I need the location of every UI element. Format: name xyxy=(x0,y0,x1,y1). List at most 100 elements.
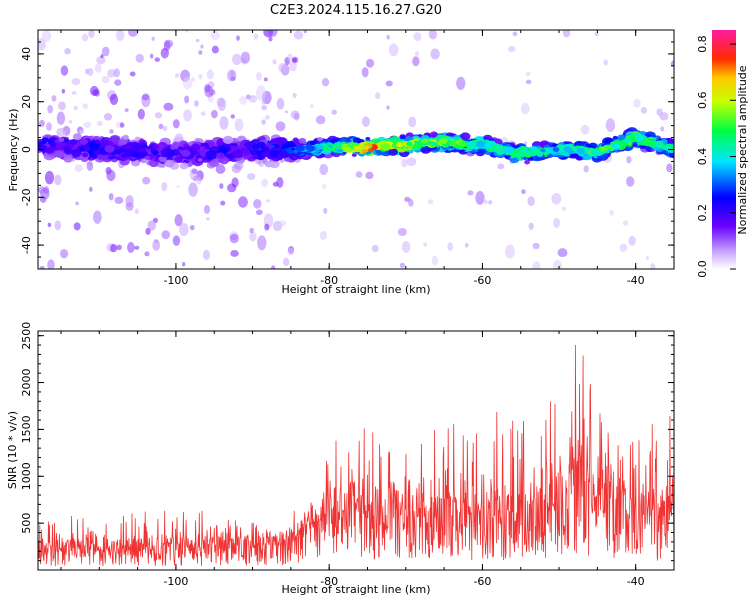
spectrogram-cell xyxy=(628,235,636,246)
spectrogram-cell xyxy=(229,233,239,244)
spectrogram-cell xyxy=(220,200,226,206)
spectrogram-cell xyxy=(227,153,234,159)
y-tick-label: 0 xyxy=(20,146,33,153)
spectrogram-cell xyxy=(386,34,390,40)
spectrogram-cell xyxy=(255,85,266,101)
spectrogram-core-cell xyxy=(628,135,636,142)
spectrogram-cell xyxy=(86,164,91,169)
spectrogram-cell xyxy=(200,44,204,49)
spectrogram-cell xyxy=(594,31,599,37)
spectrogram-cell xyxy=(605,118,616,133)
spectrogram-cell xyxy=(94,63,102,73)
spectrogram-cell xyxy=(430,48,440,60)
spectrogram-cell xyxy=(172,235,181,246)
spectrogram-cell xyxy=(63,155,73,163)
spectrogram-cell xyxy=(141,93,151,108)
spectrogram-cell xyxy=(528,222,534,230)
spectrogram-cell xyxy=(60,248,69,259)
spectrogram-cell xyxy=(232,53,242,65)
spectrogram-cell xyxy=(292,92,297,98)
spectrogram-cell xyxy=(101,75,110,84)
spectrogram-core-cell xyxy=(655,142,663,148)
spectrogram-cell xyxy=(261,146,270,153)
spectrogram-cell xyxy=(206,217,210,221)
spectrogram-cell xyxy=(163,102,174,111)
spectrogram-cell xyxy=(249,231,257,242)
spectrogram-cell xyxy=(182,262,186,267)
spectrogram-cell xyxy=(116,244,122,251)
snr-series-line xyxy=(38,344,674,567)
spectrogram-cell xyxy=(609,209,614,216)
spectrogram-core-cell xyxy=(466,141,474,147)
spectrogram-core-cell xyxy=(635,135,643,140)
spectrogram-cell xyxy=(75,201,79,206)
spectrogram-cell xyxy=(39,265,45,269)
spectrogram-core-cell xyxy=(316,144,324,150)
spectrogram-cell xyxy=(551,192,562,205)
spectrogram-cell xyxy=(278,62,288,73)
spectrogram-cell xyxy=(626,156,632,164)
y-tick-label: -20 xyxy=(20,188,33,206)
spectrogram-cell xyxy=(289,61,298,72)
spectrogram-cell xyxy=(508,45,516,53)
spectrogram-cell xyxy=(122,134,129,140)
spectrogram-cell xyxy=(497,163,505,170)
spectrogram-cell xyxy=(467,190,474,196)
spectrogram-cell xyxy=(65,149,72,154)
spectrogram-cell xyxy=(73,222,81,231)
spectrogram-cell xyxy=(118,138,127,146)
spectrogram-core-cell xyxy=(430,141,437,147)
spectrogram-cell xyxy=(352,137,362,144)
spectrogram-core-cell xyxy=(661,145,668,150)
colorbar-tick-label: 0.2 xyxy=(696,204,709,222)
snr-y-axis-title: SNR (10 * v/v) xyxy=(6,411,19,489)
spectrogram-cell xyxy=(263,77,268,82)
spectrogram-cell xyxy=(128,30,139,37)
spectrogram-core-cell xyxy=(395,142,404,148)
spectrogram-cell xyxy=(107,141,114,146)
y-tick-label: 500 xyxy=(20,513,33,534)
spectrogram-cell xyxy=(184,95,190,104)
spectrogram-cell xyxy=(195,38,200,43)
spectrogram-cell xyxy=(89,143,100,151)
spectrogram-cell xyxy=(89,85,99,96)
spectrogram-cell xyxy=(361,67,369,78)
spectrogram-cell xyxy=(219,183,224,189)
spectrogram-cell xyxy=(464,242,469,248)
spectrogram-cell xyxy=(44,170,55,185)
spectrogram-cell xyxy=(58,101,66,111)
spectrogram-cell xyxy=(124,148,136,157)
spectrogram-cell xyxy=(293,112,300,121)
spectrogram-cell xyxy=(267,30,278,37)
colorbar-tick-label: 0.4 xyxy=(696,148,709,166)
spectrogram-cell xyxy=(82,103,89,110)
spectrogram-cell xyxy=(412,56,420,67)
spectrogram-cell xyxy=(230,249,239,257)
spectrogram-core-cell xyxy=(363,145,370,150)
spectrogram-cell xyxy=(211,146,219,152)
spectrogram-cell xyxy=(115,30,125,41)
spectrogram-cell xyxy=(71,90,77,95)
spectrogram-cell xyxy=(161,230,171,240)
spectrogram-cell xyxy=(650,263,656,269)
spectrogram-cell xyxy=(79,147,85,152)
spectrogram-cell xyxy=(431,255,439,266)
spectrogram-y-ticks: -40 -20 0 20 40 xyxy=(20,29,674,270)
spectrogram-cell xyxy=(406,157,417,167)
x-tick-label: -80 xyxy=(320,575,338,588)
spectrogram-core-cell xyxy=(476,140,485,148)
spectrogram-cell xyxy=(456,76,466,90)
snr-frame xyxy=(37,330,675,571)
spectrogram-cell xyxy=(632,142,638,147)
spectrogram-cell xyxy=(179,222,189,237)
spectrogram-cell xyxy=(83,121,92,128)
spectrogram-cell xyxy=(114,196,124,204)
spectrogram-cell xyxy=(194,100,199,107)
spectrogram-cell xyxy=(147,220,157,231)
spectrogram-cell xyxy=(185,30,189,33)
spectrogram-cell xyxy=(140,158,147,164)
spectrogram-heatmap xyxy=(38,30,674,269)
spectrogram-cell xyxy=(39,196,47,203)
spectrogram-cell xyxy=(93,135,100,141)
spectrogram-cell xyxy=(160,148,172,157)
